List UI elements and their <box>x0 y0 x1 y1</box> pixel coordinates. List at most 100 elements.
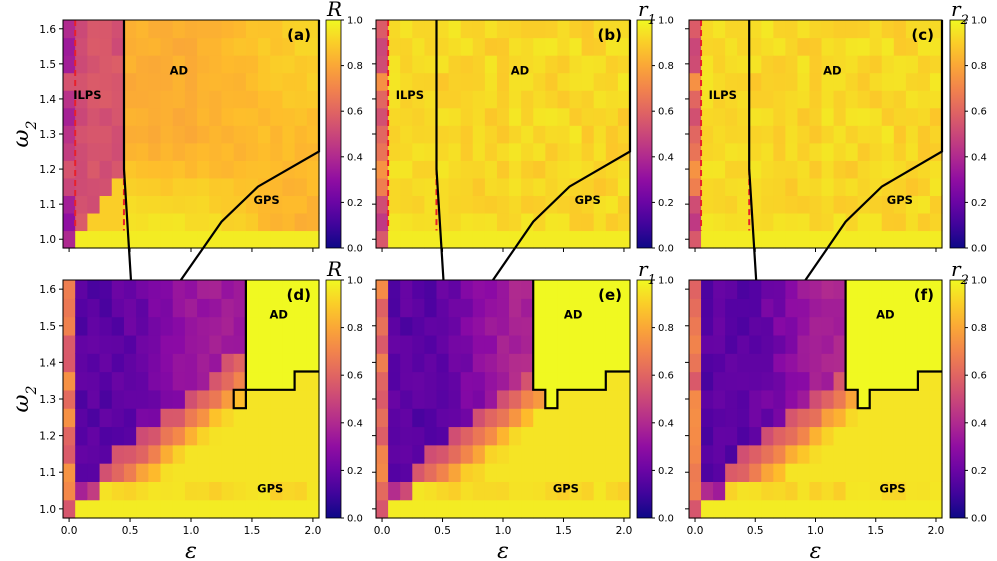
heatmap-cell <box>424 72 438 91</box>
y-tick-label: 1.0 <box>39 504 56 516</box>
heatmap-cell <box>136 230 149 249</box>
heatmap-cell <box>209 230 223 249</box>
heatmap-cell <box>63 426 76 446</box>
heatmap-cell <box>412 177 425 196</box>
heatmap-cell <box>233 389 247 409</box>
heatmap-cell <box>749 55 762 74</box>
heatmap-cell <box>833 426 847 446</box>
heatmap-cell <box>893 177 907 196</box>
heatmap-cell <box>821 212 835 232</box>
heatmap-cell <box>881 177 895 196</box>
heatmap-cell <box>270 230 284 249</box>
heatmap-cell <box>294 280 308 299</box>
heatmap-cell <box>245 481 259 501</box>
heatmap-cell <box>557 389 571 409</box>
heatmap-cell <box>929 72 943 91</box>
heatmap-cell <box>123 499 137 519</box>
heatmap-cell <box>893 125 907 144</box>
heatmap-cell <box>773 142 786 161</box>
heatmap-cell <box>209 142 223 161</box>
heatmap-cell <box>929 481 943 501</box>
heatmap-cell <box>87 280 101 299</box>
heatmap-cell <box>545 125 559 144</box>
heatmap-cell <box>797 90 811 109</box>
heatmap-cell <box>881 408 895 428</box>
heatmap-cell <box>388 160 401 179</box>
heatmap-cell <box>294 353 308 373</box>
heatmap-cell <box>270 426 284 446</box>
heatmap-cell <box>184 426 198 446</box>
heatmap-cell <box>533 37 546 56</box>
heatmap-cell <box>869 334 883 354</box>
heatmap-cell <box>172 125 186 144</box>
heatmap-cell <box>797 463 811 482</box>
heatmap-cell <box>521 37 534 56</box>
heatmap-cell <box>545 280 559 299</box>
heatmap-cell <box>749 463 762 482</box>
heatmap-cell <box>412 371 425 391</box>
heatmap-cell <box>905 107 919 126</box>
heatmap-cell <box>245 353 259 373</box>
x-tick-label: 2.0 <box>305 525 322 537</box>
heatmap-cell <box>737 177 750 196</box>
heatmap-cell <box>833 142 847 161</box>
heatmap-cell <box>545 499 559 519</box>
heatmap-cell <box>533 20 546 39</box>
heatmap-cell <box>294 230 308 249</box>
heatmap-cell <box>557 125 571 144</box>
heatmap-cell <box>209 37 223 56</box>
heatmap-cell <box>424 444 438 464</box>
heatmap-cell <box>533 463 546 482</box>
heatmap-cell <box>75 426 88 446</box>
heatmap-cell <box>448 90 462 109</box>
heatmap-cell <box>689 444 702 464</box>
heatmap-cell <box>136 195 149 214</box>
heatmap-cell <box>737 20 750 39</box>
heatmap-cell <box>294 37 308 56</box>
heatmap-cell <box>233 298 247 318</box>
heatmap-cell <box>869 230 883 249</box>
heatmap-cell <box>797 499 811 519</box>
heatmap-cell <box>197 463 210 482</box>
heatmap-cell <box>557 20 571 39</box>
heatmap-cell <box>258 389 271 409</box>
heatmap-cell <box>233 371 247 391</box>
heatmap-cell <box>136 177 149 196</box>
heatmap-cell <box>436 298 450 318</box>
heatmap-cell <box>184 142 198 161</box>
heatmap-cell <box>809 463 823 482</box>
heatmap-cell <box>905 334 919 354</box>
heatmap-cell <box>785 499 799 519</box>
heatmap-cell <box>893 334 907 354</box>
heatmap-cell <box>545 160 559 179</box>
colorbar-tick-label: 0.0 <box>347 514 363 525</box>
heatmap-cell <box>785 160 799 179</box>
heatmap-cell <box>929 426 943 446</box>
heatmap-cell <box>881 298 895 318</box>
heatmap-cell <box>436 72 450 91</box>
heatmap-cell <box>75 125 88 144</box>
heatmap-cell <box>761 408 774 428</box>
heatmap-cell <box>725 334 738 354</box>
heatmap-cell <box>111 463 125 482</box>
heatmap-cell <box>209 334 223 354</box>
heatmap-cell <box>845 481 859 501</box>
colorbar-scale <box>949 279 966 519</box>
heatmap-cell <box>63 230 76 249</box>
heatmap-cell <box>400 389 413 409</box>
heatmap-cell <box>111 90 125 109</box>
heatmap-cell <box>845 72 859 91</box>
heatmap-cell <box>749 499 762 519</box>
heatmap-cell <box>63 463 76 482</box>
heatmap-cell <box>111 371 125 391</box>
heatmap-cell <box>99 426 113 446</box>
heatmap-cell <box>448 107 462 126</box>
heatmap-cell <box>197 280 210 299</box>
heatmap-cell <box>209 55 223 74</box>
heatmap-cell <box>773 37 786 56</box>
heatmap-cell <box>221 426 235 446</box>
heatmap-cell <box>209 499 223 519</box>
heatmap-cell <box>917 499 931 519</box>
heatmap-cell <box>905 389 919 409</box>
heatmap-cell <box>412 160 425 179</box>
